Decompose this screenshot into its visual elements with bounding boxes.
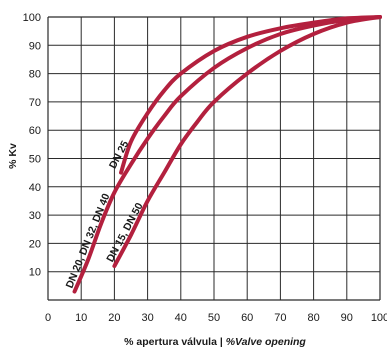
- x-tick-label: 70: [274, 312, 286, 324]
- y-tick-label: 60: [29, 125, 41, 137]
- series-line: [72, 15, 382, 294]
- y-tick-label: 10: [29, 267, 41, 279]
- x-tick-label: 60: [241, 312, 253, 324]
- x-axis-title-italic: %Valve opening: [226, 336, 307, 348]
- x-axis-title-prefix: % apertura válvula |: [124, 336, 226, 348]
- x-tick-label: 40: [175, 312, 187, 324]
- series-lines: [72, 15, 382, 294]
- x-tick-label: 80: [307, 312, 319, 324]
- x-tick-label: 50: [208, 312, 220, 324]
- series-label: DN 15, DN 50: [104, 201, 145, 264]
- y-axis-title: % Kv: [7, 143, 19, 169]
- x-axis-title: % apertura válvula | %Valve opening: [124, 336, 306, 348]
- y-tick-label: 40: [29, 182, 41, 194]
- x-tick-label: 20: [108, 312, 120, 324]
- y-tick-label: 50: [29, 154, 41, 166]
- tick-labels: 0 10 20 30 40 50 60 70 80 90 100 10 20 30 40 50 60 70 80 90…: [23, 12, 387, 324]
- y-tick-label: 90: [29, 40, 41, 52]
- x-tick-label: 90: [341, 312, 353, 324]
- x-tick-label: 10: [75, 312, 87, 324]
- y-tick-label: 70: [29, 97, 41, 109]
- y-tick-label: 20: [29, 238, 41, 250]
- y-tick-label: 30: [29, 210, 41, 222]
- x-tick-label: 0: [45, 312, 51, 324]
- x-tick-label: 100: [371, 312, 387, 324]
- series-line: [119, 15, 382, 175]
- y-tick-label: 100: [23, 12, 41, 24]
- y-tick-label: 80: [29, 69, 41, 81]
- series-line: [112, 15, 382, 269]
- series-label: DN 20, DN 32, DN 40: [64, 192, 113, 290]
- grid: [47, 16, 381, 301]
- x-tick-label: 30: [141, 312, 153, 324]
